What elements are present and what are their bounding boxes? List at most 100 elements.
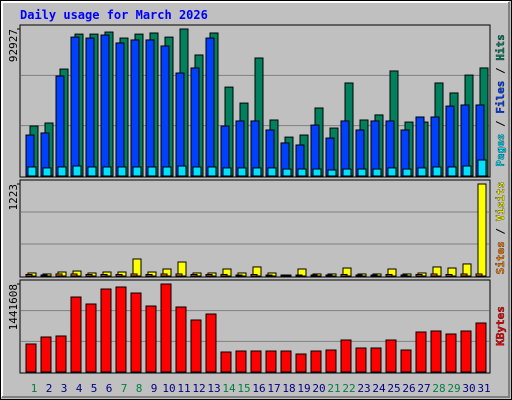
bar [340,339,352,373]
x-tick-label: 29 [447,382,460,395]
bar [477,183,487,277]
bar [475,322,487,373]
bar [400,274,408,277]
bar [340,120,350,177]
bar [237,167,247,177]
x-tick-label: 4 [76,382,83,395]
bar [40,336,52,373]
x-tick-label: 17 [267,382,280,395]
bar [147,166,157,177]
bar [115,273,123,277]
bar [477,159,487,177]
legend-separator: / [494,221,507,241]
x-tick-label: 15 [237,382,250,395]
bar [177,165,187,177]
bar [70,296,82,373]
bar [160,45,170,177]
bar [162,166,172,177]
bar [222,167,232,177]
bar [70,273,78,277]
bar [190,67,200,177]
bar [145,39,155,177]
bar [132,258,142,277]
bar [130,273,138,277]
bar [190,273,198,277]
bar [205,37,215,177]
bar [370,347,382,373]
bar [295,353,307,373]
bar [130,292,142,373]
x-tick-label: 11 [177,382,190,395]
y-tick-label: 1223 [7,184,20,211]
bar [415,116,425,177]
x-tick-label: 7 [121,382,128,395]
bar [325,349,337,373]
bar [357,168,367,177]
x-tick-label: 1 [31,382,38,395]
legend-entry: Pages [494,134,507,167]
bar [460,104,470,177]
x-tick-label: 24 [372,382,386,395]
bar [310,350,322,373]
bar [415,331,427,373]
legend-entry: Files [494,81,507,114]
bar [145,305,157,373]
bar [175,306,187,373]
bar [55,75,65,177]
bar [207,166,217,177]
bar [475,273,483,277]
legend: KBytes [494,306,507,346]
bar [340,273,348,277]
x-tick-label: 13 [207,382,220,395]
x-tick-label: 2 [46,382,53,395]
plot-area [19,179,491,278]
bar [102,166,112,177]
bar [145,273,153,277]
bar [445,333,457,373]
legend-entry: Hits [494,34,507,61]
bar [205,273,213,277]
bar [25,273,33,277]
bar [252,167,262,177]
x-tick-label: 3 [61,382,68,395]
bar [175,72,185,177]
bar [310,124,320,177]
x-tick-label: 9 [151,382,158,395]
bar [355,274,363,277]
bar [310,274,318,277]
x-tick-label: 20 [312,382,325,395]
bar [100,273,108,277]
bar [55,335,67,373]
legend-separator: / [494,114,507,134]
bar [355,347,367,373]
bar [85,303,97,373]
bar [100,34,110,177]
x-tick-label: 22 [342,382,355,395]
bar [55,273,63,277]
x-tick-label: 31 [477,382,490,395]
bar [445,105,455,177]
bar [250,273,258,277]
bar [445,273,453,277]
bar [432,166,442,177]
x-tick-label: 23 [357,382,370,395]
bar [57,166,67,177]
bar [265,350,277,373]
bar [417,167,427,177]
x-tick-label: 12 [192,382,205,395]
bar [70,36,80,177]
bar [370,274,378,277]
bar [220,351,232,373]
bar [297,168,307,177]
bar [462,165,472,177]
legend-entry: Visits [494,182,507,222]
bar [447,166,457,177]
bar [327,169,337,177]
x-tick-label: 30 [462,382,475,395]
x-tick-label: 27 [417,382,430,395]
bar [115,286,127,373]
x-tick-label: 6 [106,382,113,395]
bar [192,166,202,177]
